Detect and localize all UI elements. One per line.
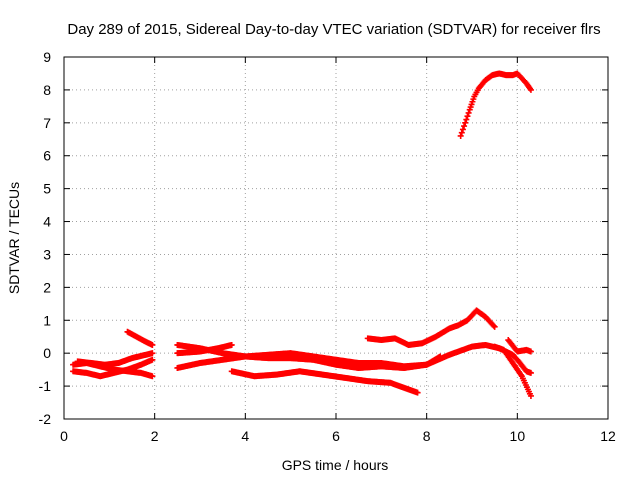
series-track-i [364,307,498,348]
series-track-g [174,341,235,357]
data-point [149,341,156,348]
y-tick-label: 6 [43,148,51,164]
series-track-b [70,356,156,380]
x-tick-label: 8 [423,428,431,444]
y-tick-label: 3 [43,246,51,262]
data-point [464,113,471,120]
chart-title: Day 289 of 2015, Sidereal Day-to-day VTE… [67,21,600,38]
y-tick-label: 8 [43,82,51,98]
data-point [462,119,469,126]
series-track-k [505,337,534,355]
data-point [461,123,468,130]
x-tick-label: 4 [241,428,249,444]
data-point [527,369,534,376]
data-point [459,126,466,133]
data-point [527,392,534,399]
data-point [527,86,534,93]
data-point [437,353,444,360]
data-point [149,350,156,357]
data-point [491,323,498,330]
series-track-d [124,328,156,348]
y-tick-label: 2 [43,279,51,295]
y-tick-label: 9 [43,49,51,65]
x-tick-label: 6 [332,428,340,444]
series-track-c [74,350,156,368]
data-marks [70,70,534,399]
data-point [490,322,497,329]
grid [64,57,608,419]
data-point [414,389,421,396]
y-tick-label: 5 [43,181,51,197]
y-tick-label: -1 [39,378,52,394]
data-point [458,129,465,136]
y-tick-label: 0 [43,345,51,361]
x-tick-label: 12 [600,428,616,444]
data-point [228,341,235,348]
data-point [457,132,464,139]
x-tick-label: 2 [151,428,159,444]
y-axis-label: SDTVAR / TECUs [6,182,22,294]
data-point [149,356,156,363]
series-track-h [228,368,421,396]
x-axis-label: GPS time / hours [282,457,389,473]
data-point [527,348,534,355]
y-tick-label: -2 [39,411,52,427]
y-tick-label: 1 [43,312,51,328]
data-point [149,373,156,380]
data-point [463,116,470,123]
series-track-j [491,343,534,399]
y-tick-label: 7 [43,115,51,131]
x-tick-label: 10 [510,428,526,444]
x-tick-label: 0 [60,428,68,444]
data-point [465,109,472,116]
y-tick-label: 4 [43,214,51,230]
series-track-l [457,70,534,139]
plot-frame [63,56,609,420]
